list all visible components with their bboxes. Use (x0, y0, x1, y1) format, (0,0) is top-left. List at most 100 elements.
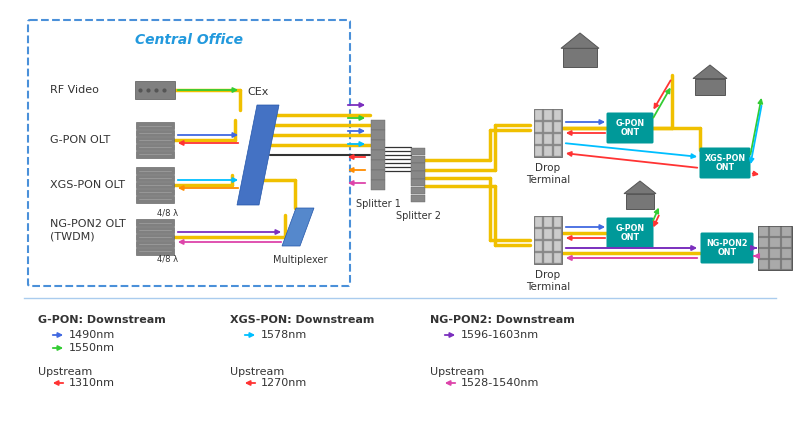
Text: Drop
Terminal: Drop Terminal (526, 163, 570, 185)
Text: Central Office: Central Office (135, 33, 243, 47)
Bar (554, 110, 561, 120)
Text: Multiplexer: Multiplexer (273, 255, 327, 265)
Bar (535, 110, 542, 120)
Bar (695, 79, 725, 95)
FancyBboxPatch shape (606, 113, 654, 143)
Text: ONT: ONT (621, 233, 639, 242)
Bar (770, 260, 780, 269)
Bar (136, 181, 174, 188)
Bar (534, 216, 562, 264)
Polygon shape (693, 65, 727, 79)
Bar (770, 238, 780, 247)
Bar (535, 253, 542, 263)
Text: Upstream: Upstream (230, 367, 284, 377)
Bar (759, 227, 768, 236)
Bar (535, 146, 542, 156)
Bar (371, 160, 385, 170)
Text: XGS-PON: Downstream: XGS-PON: Downstream (230, 315, 374, 325)
Bar (411, 179, 425, 186)
Bar (136, 234, 174, 240)
Bar (411, 156, 425, 163)
Text: 1490nm: 1490nm (69, 330, 115, 340)
Bar (554, 122, 561, 132)
Bar (554, 134, 561, 144)
Text: XGS-PON OLT: XGS-PON OLT (50, 180, 125, 190)
Bar (135, 81, 175, 99)
Polygon shape (561, 33, 599, 48)
Bar (759, 238, 768, 247)
Bar (136, 227, 174, 233)
Text: Splitter 2: Splitter 2 (395, 211, 441, 221)
Bar (544, 122, 552, 132)
Text: G-PON: Downstream: G-PON: Downstream (38, 315, 166, 325)
Text: G-PON OLT: G-PON OLT (50, 135, 110, 145)
Text: Upstream: Upstream (430, 367, 484, 377)
Polygon shape (237, 105, 279, 205)
Bar (371, 130, 385, 140)
Text: 1528-1540nm: 1528-1540nm (461, 378, 539, 388)
FancyBboxPatch shape (699, 148, 750, 178)
Text: NG-PON2: NG-PON2 (706, 239, 748, 248)
Bar (544, 134, 552, 144)
Bar (554, 253, 561, 263)
Bar (544, 217, 552, 227)
Bar (371, 150, 385, 160)
Text: G-PON: G-PON (615, 224, 645, 233)
Bar (758, 226, 792, 270)
Bar (136, 137, 174, 143)
Text: ONT: ONT (715, 163, 734, 172)
Bar (782, 227, 791, 236)
Bar (136, 122, 174, 129)
Polygon shape (282, 208, 314, 246)
Text: Splitter 1: Splitter 1 (355, 199, 401, 209)
Bar (554, 146, 561, 156)
Bar (371, 140, 385, 150)
Bar (759, 249, 768, 258)
Text: 1310nm: 1310nm (69, 378, 115, 388)
FancyBboxPatch shape (701, 232, 754, 263)
Text: 4/8 λ: 4/8 λ (158, 208, 178, 217)
Bar (544, 146, 552, 156)
Bar (770, 227, 780, 236)
Bar (782, 260, 791, 269)
Bar (554, 217, 561, 227)
Bar (136, 189, 174, 195)
Bar (136, 130, 174, 136)
Bar (371, 170, 385, 180)
Bar (535, 134, 542, 144)
Text: RF Video: RF Video (50, 85, 99, 95)
Text: Upstream: Upstream (38, 367, 92, 377)
Bar (136, 241, 174, 247)
Text: 1550nm: 1550nm (69, 343, 115, 353)
Bar (770, 249, 780, 258)
Bar (136, 144, 174, 150)
Text: NG-PON2 OLT
(TWDM): NG-PON2 OLT (TWDM) (50, 219, 126, 241)
Text: XGS-PON: XGS-PON (705, 154, 746, 163)
Bar (136, 167, 174, 174)
Bar (563, 48, 597, 67)
Bar (411, 195, 425, 202)
Bar (371, 180, 385, 190)
Bar (136, 151, 174, 157)
Bar (136, 196, 174, 202)
Bar (136, 174, 174, 181)
Bar (371, 120, 385, 130)
Bar (534, 109, 562, 157)
Bar (544, 110, 552, 120)
Bar (136, 219, 174, 226)
Text: NG-PON2: Downstream: NG-PON2: Downstream (430, 315, 574, 325)
Text: 4/8 λ: 4/8 λ (158, 255, 178, 264)
Polygon shape (624, 181, 656, 194)
Bar (535, 122, 542, 132)
Bar (626, 194, 654, 209)
Bar (782, 238, 791, 247)
Text: CEx: CEx (247, 87, 269, 97)
Bar (411, 187, 425, 194)
Bar (544, 229, 552, 239)
Bar (535, 217, 542, 227)
Bar (411, 148, 425, 155)
Bar (411, 171, 425, 179)
Bar (759, 260, 768, 269)
Text: ONT: ONT (718, 248, 737, 257)
Text: 1596-1603nm: 1596-1603nm (461, 330, 539, 340)
